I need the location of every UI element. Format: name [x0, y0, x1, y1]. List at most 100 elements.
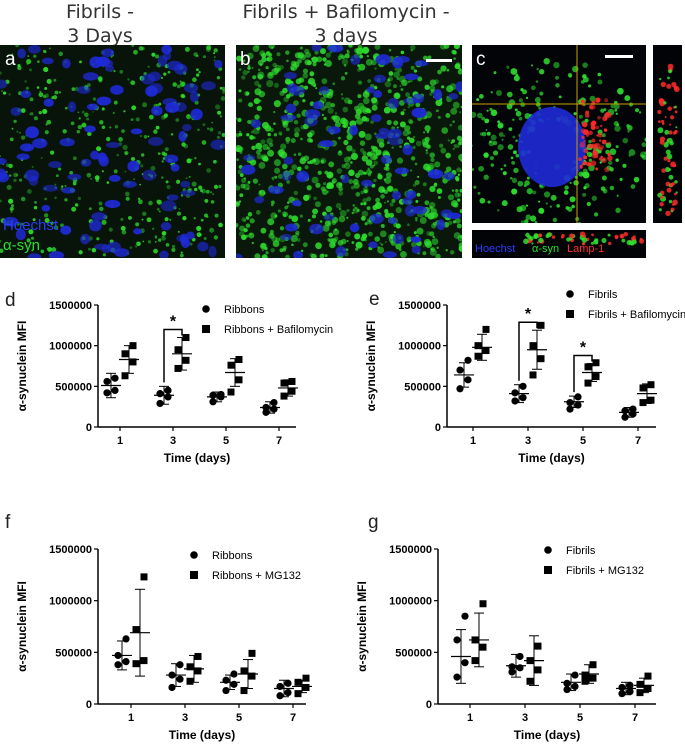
- significance-bracket: [518, 321, 538, 381]
- synuclein-puncta: [342, 124, 345, 128]
- data-point-circle: [456, 366, 464, 374]
- data-point-circle: [626, 688, 634, 696]
- synuclein-puncta: [94, 175, 100, 181]
- synuclein-puncta: [236, 147, 241, 152]
- data-point-circle: [508, 663, 516, 671]
- y-tick-label: 500000: [55, 647, 92, 659]
- synuclein-puncta: [396, 67, 403, 73]
- nucleus: [518, 107, 586, 187]
- synuclein-puncta: [429, 201, 436, 209]
- nucleus: [323, 213, 335, 221]
- synuclein-puncta: [608, 160, 613, 166]
- synuclein-puncta: [197, 128, 200, 132]
- synuclein-puncta: [141, 46, 145, 51]
- data-point-circle: [461, 612, 469, 620]
- y-tick-label: 500000: [404, 381, 441, 393]
- synuclein-puncta: [627, 125, 633, 131]
- nucleus: [97, 152, 107, 164]
- lamp1-puncta: [581, 100, 585, 104]
- synuclein-puncta: [386, 200, 389, 203]
- synuclein-puncta: [373, 178, 377, 183]
- synuclein-puncta: [511, 188, 518, 195]
- data-point-square: [526, 657, 534, 665]
- synuclein-puncta: [327, 190, 330, 193]
- x-tick-label: 5: [580, 435, 586, 447]
- synuclein-puncta: [236, 185, 241, 191]
- synuclein-puncta: [455, 188, 459, 193]
- synuclein-puncta: [312, 62, 317, 67]
- nucleus: [361, 179, 373, 187]
- x-tick-label: 5: [223, 435, 229, 447]
- synuclein-puncta: [136, 241, 141, 247]
- bottom-view-puncta: [581, 242, 586, 246]
- synuclein-puncta: [113, 169, 118, 174]
- data-point-square: [280, 379, 288, 387]
- nucleus: [101, 48, 115, 57]
- synuclein-puncta: [43, 213, 49, 218]
- synuclein-puncta: [578, 114, 583, 119]
- synuclein-puncta: [270, 248, 275, 253]
- synuclein-puncta: [99, 120, 104, 125]
- synuclein-puncta: [252, 45, 260, 52]
- synuclein-puncta: [53, 78, 57, 82]
- synuclein-puncta: [490, 91, 493, 94]
- synuclein-puncta: [538, 207, 545, 214]
- nucleus: [27, 253, 42, 258]
- synuclein-puncta: [430, 89, 435, 94]
- micrograph-c-image: [472, 45, 646, 223]
- data-point-square: [589, 674, 597, 682]
- synuclein-puncta: [298, 166, 302, 170]
- data-point-circle: [453, 636, 461, 644]
- synuclein-puncta: [588, 84, 592, 88]
- x-tick-label: 3: [522, 712, 528, 724]
- synuclein-puncta: [514, 108, 518, 112]
- legend-label: Fibrils: [588, 289, 618, 301]
- synuclein-puncta: [324, 254, 328, 257]
- data-point-square: [121, 350, 129, 358]
- synuclein-puncta: [269, 127, 274, 133]
- synuclein-puncta: [582, 62, 588, 68]
- side-view-puncta: [663, 156, 668, 161]
- nucleus: [387, 97, 400, 109]
- data-point-circle: [222, 686, 230, 695]
- synuclein-puncta: [272, 62, 277, 68]
- synuclein-puncta: [178, 207, 181, 210]
- synuclein-puncta: [139, 183, 142, 186]
- nucleus: [147, 136, 164, 146]
- synuclein-puncta: [257, 59, 264, 66]
- synuclein-puncta: [293, 190, 298, 196]
- synuclein-puncta: [622, 137, 629, 144]
- synuclein-puncta: [17, 64, 21, 68]
- synuclein-puncta: [641, 142, 646, 148]
- lamp1-puncta: [590, 125, 596, 130]
- synuclein-puncta: [379, 230, 387, 238]
- synuclein-puncta: [44, 50, 47, 53]
- synuclein-puncta: [410, 45, 416, 51]
- synuclein-puncta: [344, 162, 351, 170]
- nucleus: [254, 196, 265, 204]
- synuclein-puncta: [31, 249, 34, 252]
- synuclein-puncta: [314, 201, 321, 208]
- synuclein-puncta: [398, 248, 402, 251]
- y-tick-label: 500000: [395, 647, 432, 659]
- nucleus: [84, 125, 96, 133]
- x-tick-label: 7: [632, 712, 638, 724]
- synuclein-puncta: [72, 181, 77, 186]
- synuclein-puncta: [535, 80, 539, 83]
- synuclein-puncta: [244, 90, 250, 97]
- bottom-view-puncta: [523, 238, 529, 245]
- synuclein-puncta: [616, 194, 619, 197]
- synuclein-puncta: [481, 131, 487, 137]
- data-point-circle: [563, 679, 571, 687]
- panel-label-b: b: [240, 49, 251, 70]
- synuclein-puncta: [44, 217, 50, 224]
- bottom-view-puncta: [590, 241, 594, 245]
- synuclein-puncta: [345, 162, 348, 166]
- synuclein-puncta: [305, 51, 312, 58]
- synuclein-puncta: [351, 211, 354, 215]
- synuclein-puncta: [644, 137, 646, 142]
- y-tick-label: 500000: [55, 381, 92, 393]
- nucleus: [76, 86, 91, 94]
- synuclein-puncta: [416, 227, 424, 235]
